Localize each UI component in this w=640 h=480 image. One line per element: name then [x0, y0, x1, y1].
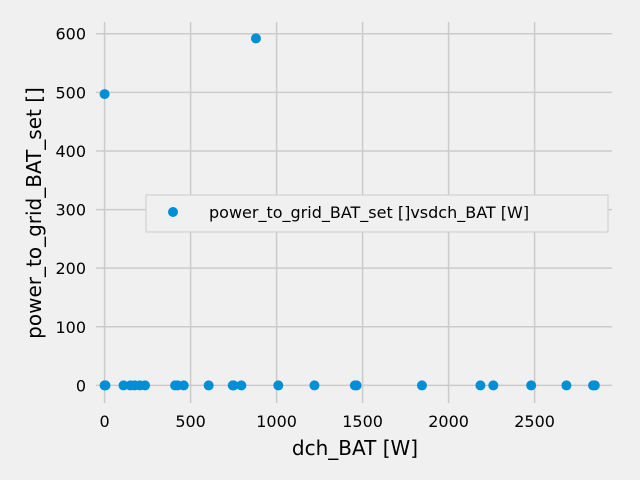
data-point: [416, 380, 427, 391]
x-tick-label: 1000: [256, 412, 297, 431]
data-point: [488, 380, 499, 391]
y-tick-label: 600: [55, 25, 86, 44]
x-axis-label: dch_BAT [W]: [292, 436, 418, 460]
x-tick-label: 2000: [428, 412, 469, 431]
y-tick-label: 100: [55, 318, 86, 337]
data-point: [475, 380, 486, 391]
data-points: [99, 33, 600, 391]
legend: power_to_grid_BAT_set []vsdch_BAT [W]: [145, 194, 609, 233]
data-point: [236, 380, 247, 391]
data-point: [99, 89, 110, 100]
legend-entry: power_to_grid_BAT_set []vsdch_BAT [W]: [209, 203, 529, 223]
data-point: [526, 380, 537, 391]
legend-marker: [168, 207, 178, 217]
data-point: [203, 380, 214, 391]
x-tick-label: 500: [175, 412, 206, 431]
x-tick-labels: 0 500 1000 1500 2000 2500: [100, 412, 555, 431]
y-tick-label: 500: [55, 83, 86, 102]
x-tick-label: 2500: [514, 412, 555, 431]
y-axis-label: power_to_grid_BAT_set []: [22, 87, 46, 339]
data-point: [228, 380, 239, 391]
data-point: [178, 380, 189, 391]
y-tick-label: 400: [55, 142, 86, 161]
data-point: [561, 380, 572, 391]
y-tick-label: 200: [55, 259, 86, 278]
x-tick-label: 0: [100, 412, 110, 431]
x-tick-label: 1500: [342, 412, 383, 431]
y-tick-labels: 0 100 200 300 400 500 600: [55, 25, 86, 396]
data-point: [309, 380, 320, 391]
data-point: [589, 380, 600, 391]
data-point: [118, 380, 129, 391]
data-point: [351, 380, 362, 391]
legend-box: [145, 194, 609, 233]
data-point: [273, 380, 284, 391]
data-point: [100, 380, 111, 391]
data-point: [140, 380, 151, 391]
data-point: [250, 33, 261, 44]
y-tick-label: 300: [55, 201, 86, 220]
y-tick-label: 0: [76, 376, 86, 395]
